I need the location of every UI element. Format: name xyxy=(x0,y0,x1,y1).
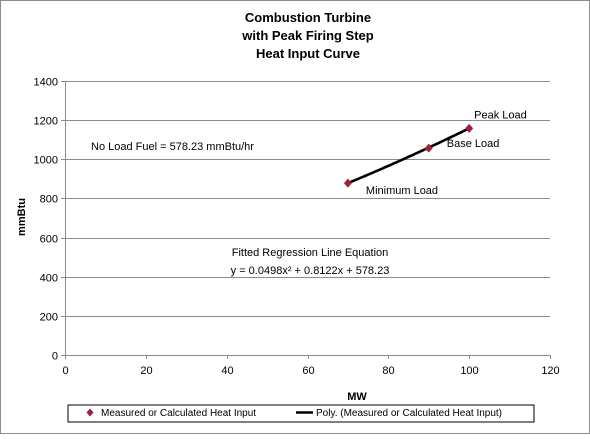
y-tick-label: 200 xyxy=(40,312,58,324)
data-point xyxy=(343,178,352,188)
x-tick-label: 100 xyxy=(460,365,478,377)
x-tick-label: 80 xyxy=(382,365,394,377)
y-tick-label: 1400 xyxy=(34,77,58,89)
data-point xyxy=(424,143,433,153)
x-axis-title: MW xyxy=(347,391,367,403)
plot-area: Minimum Load Base Load Peak Load xyxy=(343,109,527,197)
x-tick-labels: 0 20 40 60 80 100 120 xyxy=(62,365,559,377)
axes xyxy=(61,81,551,359)
data-point xyxy=(465,123,474,133)
y-tick-label: 400 xyxy=(40,273,58,285)
chart-title-line-2: with Peak Firing Step xyxy=(241,28,374,43)
legend-series-1-label: Measured or Calculated Heat Input xyxy=(101,408,256,419)
y-tick-label: 0 xyxy=(52,351,58,363)
gridlines xyxy=(65,81,550,317)
x-tick-label: 60 xyxy=(302,365,314,377)
legend-diamond-marker-icon xyxy=(86,408,94,417)
trendline xyxy=(347,127,470,185)
no-load-fuel-annotation: No Load Fuel = 578.23 mmBtu/hr xyxy=(91,141,254,153)
y-tick-labels: 0 200 400 600 800 1000 1200 1400 xyxy=(34,77,58,363)
point-label: Base Load xyxy=(447,138,500,150)
point-label: Minimum Load xyxy=(366,185,438,197)
x-tick-label: 0 xyxy=(62,365,68,377)
chart-title-line-1: Combustion Turbine xyxy=(245,10,371,25)
y-tick-label: 600 xyxy=(40,234,58,246)
x-tick-label: 20 xyxy=(140,365,152,377)
y-tick-label: 1000 xyxy=(34,155,58,167)
x-tick-label: 40 xyxy=(221,365,233,377)
y-tick-label: 800 xyxy=(40,194,58,206)
chart-title-line-3: Heat Input Curve xyxy=(256,46,360,61)
point-label: Peak Load xyxy=(474,109,527,121)
x-tick-label: 120 xyxy=(541,365,559,377)
legend-series-2-label: Poly. (Measured or Calculated Heat Input… xyxy=(316,408,502,419)
fit-title-annotation: Fitted Regression Line Equation xyxy=(232,247,389,259)
legend: Measured or Calculated Heat Input Poly. … xyxy=(67,404,535,423)
y-axis-title: mmBtu xyxy=(16,198,28,236)
fit-equation-annotation: y = 0.0498x² + 0.8122x + 578.23 xyxy=(231,265,390,277)
y-tick-label: 1200 xyxy=(34,116,58,128)
